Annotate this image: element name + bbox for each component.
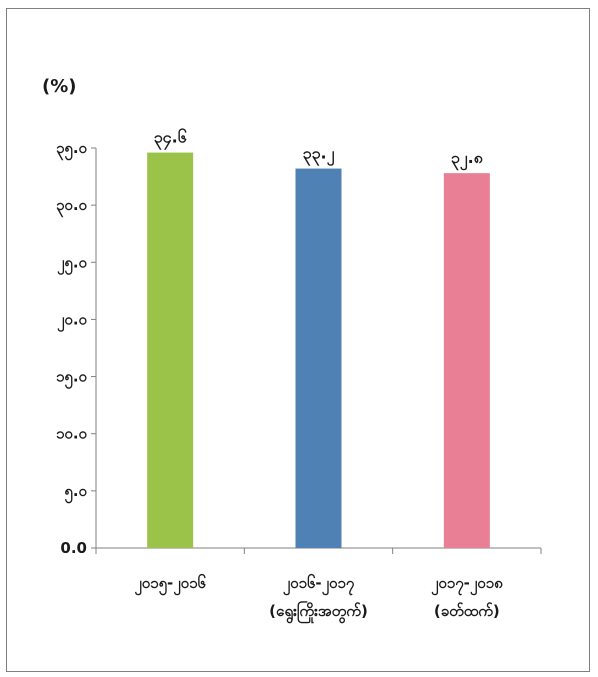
bar [295, 168, 342, 549]
category-sublabel: (ခတ်ထက်) [434, 601, 500, 620]
data-label: ၃၂.၈ [451, 148, 484, 171]
y-tick-label: ၃၅.၀ [56, 139, 88, 161]
y-tick-label: ၁၅.၀ [56, 368, 88, 390]
category-sublabel: (ရွေးကြိုးအတွက်) [269, 600, 368, 624]
category-label: ၂၀၁၇-၂၀၁၈ [431, 574, 503, 596]
data-label: ၃၃.၂ [303, 144, 335, 167]
y-tick-label: ၂၅.၀ [57, 253, 88, 275]
y-axis-unit-label: (%) [42, 76, 77, 97]
bar [443, 173, 490, 548]
bar [147, 152, 194, 549]
y-tick-label: ၅.၀ [64, 482, 87, 504]
y-tick-label: ၃၀.၀ [56, 196, 88, 218]
category-label: ၂၀၁၆-၂၀၁၇ [283, 573, 355, 596]
y-tick-label: ၁၀.၀ [56, 425, 88, 443]
data-label: ၃၄.၆ [154, 128, 187, 151]
y-tick-label: 0.0 [60, 539, 87, 557]
category-label: ၂၀၁၅-၂၀၁၆ [134, 573, 206, 596]
y-tick-label: ၂၀.၀ [57, 310, 88, 332]
